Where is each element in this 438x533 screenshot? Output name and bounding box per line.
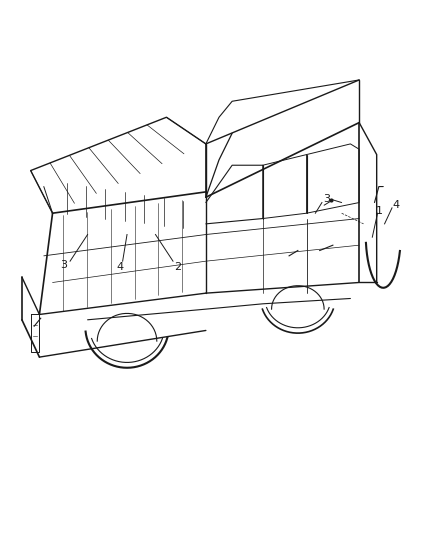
Text: 4: 4 [117,262,124,271]
Text: 3: 3 [60,260,67,270]
Text: 4: 4 [393,200,400,210]
Text: 3: 3 [323,194,330,204]
Text: 2: 2 [174,262,181,271]
Text: 1: 1 [375,206,382,215]
